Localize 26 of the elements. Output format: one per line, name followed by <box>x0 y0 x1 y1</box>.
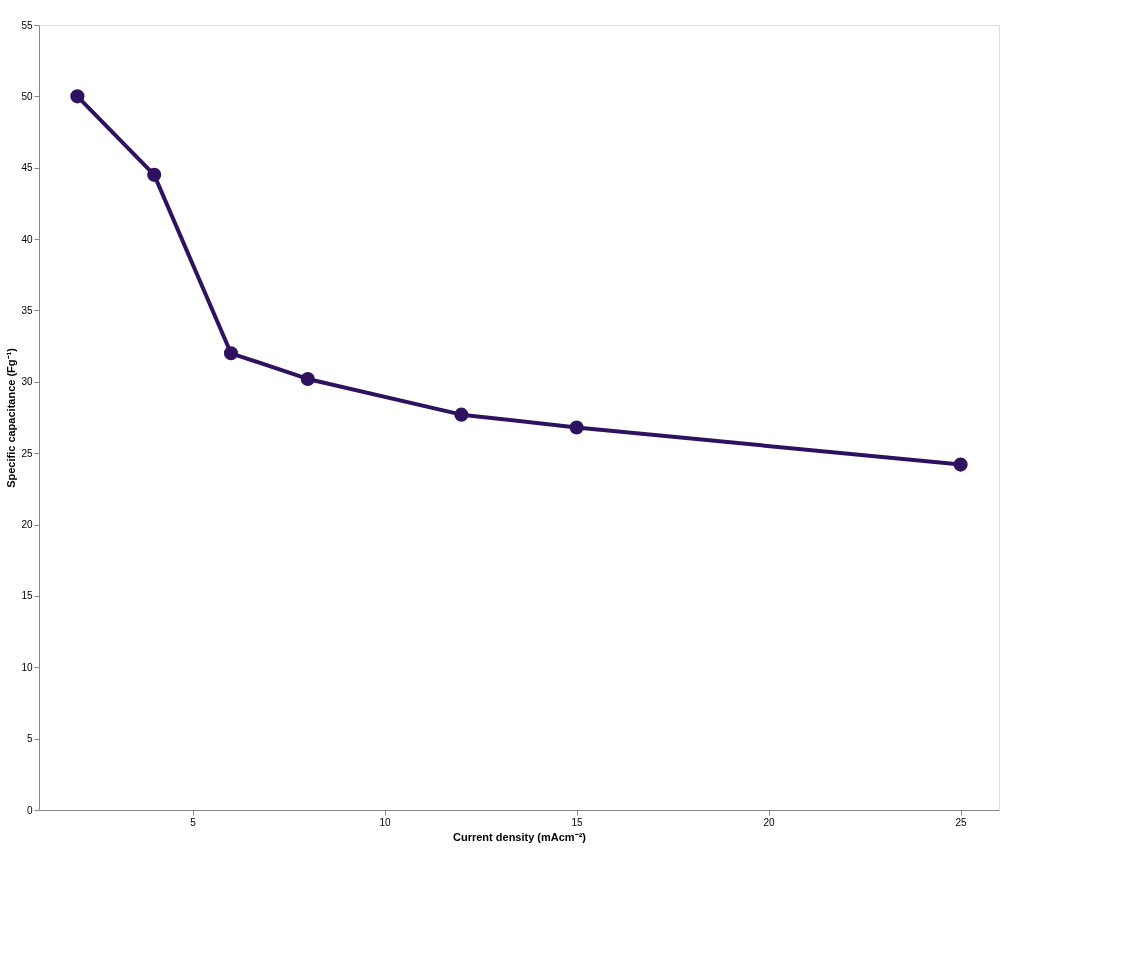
y-tick-label: 45 <box>21 162 33 174</box>
y-tick-label: 30 <box>21 376 33 388</box>
x-axis-title: Current density (mAcm⁻²) <box>453 830 587 843</box>
y-tick-label: 25 <box>21 447 33 459</box>
y-tick-label: 5 <box>26 733 33 745</box>
y-tick-label: 50 <box>21 90 33 102</box>
point <box>454 407 469 422</box>
x-tick-label: 5 <box>190 816 197 828</box>
point <box>569 420 584 435</box>
x-tick-label: 15 <box>571 816 584 828</box>
y-tick-label: 10 <box>21 661 33 673</box>
point <box>953 457 968 472</box>
x-tick-label: 25 <box>955 816 968 828</box>
point <box>147 167 162 182</box>
y-tick-label: 0 <box>26 804 33 816</box>
x-tick-label: 10 <box>379 816 392 828</box>
y-axis-title: Specific capacitance (Fg⁻¹) <box>5 347 18 488</box>
y-tick-label: 20 <box>21 519 33 531</box>
y-tick-label: 40 <box>21 233 33 245</box>
y-tick-label: 15 <box>21 590 33 602</box>
point <box>223 346 239 361</box>
y-tick-label: 55 <box>21 19 33 31</box>
y-tick-label: 35 <box>21 304 33 316</box>
point <box>300 371 315 387</box>
point <box>70 89 85 104</box>
x-tick-label: 20 <box>763 816 776 828</box>
